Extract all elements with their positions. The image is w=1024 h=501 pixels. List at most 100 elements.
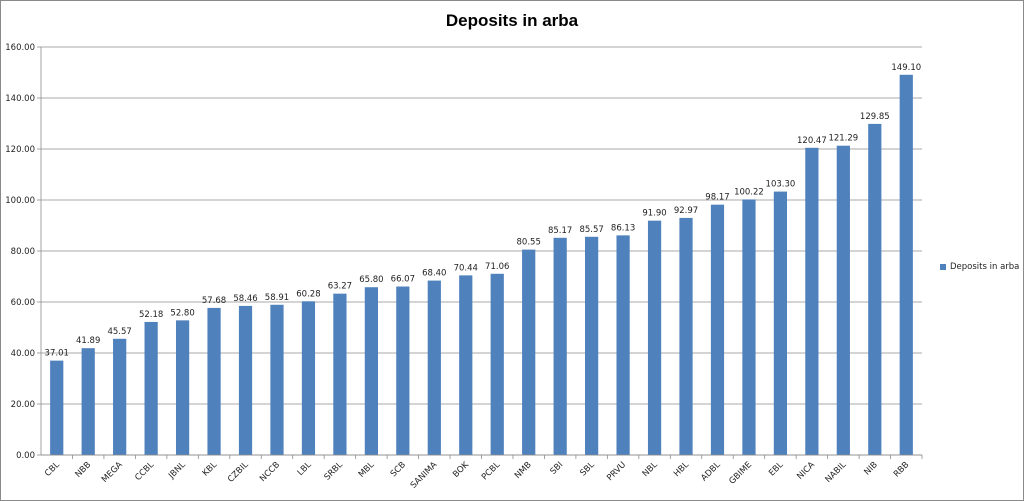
x-tick-label: KBL — [201, 460, 220, 479]
x-tick-label: LBL — [296, 460, 314, 478]
data-label: 65.80 — [359, 275, 383, 285]
bars — [50, 74, 913, 456]
bar — [773, 191, 788, 455]
data-label: 37.01 — [45, 349, 69, 359]
data-label: 58.46 — [233, 294, 257, 304]
chart-title: Deposits in arba — [445, 11, 579, 30]
bar — [270, 304, 284, 455]
bar — [144, 321, 158, 455]
data-label: 45.57 — [107, 327, 131, 337]
legend-swatch — [940, 264, 946, 270]
bar — [238, 305, 253, 455]
x-tick-label: PRVU — [605, 460, 628, 483]
x-tick-label: BOK — [451, 460, 471, 480]
x-tick-label: RBB — [892, 460, 912, 480]
bar — [679, 217, 693, 455]
x-tick-label: SCB — [389, 460, 408, 479]
data-label: 120.47 — [797, 136, 827, 146]
x-tick-label: ADBL — [699, 460, 722, 483]
data-label: 80.55 — [517, 238, 541, 248]
data-label: 149.10 — [891, 63, 921, 73]
x-tick-label: HBL — [672, 460, 691, 479]
bar — [899, 74, 913, 456]
x-tick-label: MBL — [357, 460, 377, 480]
bar — [113, 338, 127, 455]
x-tick-label: CBL — [43, 460, 62, 479]
bar — [50, 360, 64, 455]
bar — [585, 236, 599, 455]
data-label: 70.44 — [454, 263, 478, 273]
x-tick-label: NMB — [513, 460, 534, 481]
x-tick-label: NIB — [862, 460, 880, 478]
data-label: 60.28 — [296, 289, 320, 299]
data-label: 66.07 — [391, 275, 415, 285]
x-tick-label: SANIMA — [409, 460, 440, 491]
x-tick-label: GBIME — [727, 460, 754, 487]
bar — [81, 348, 95, 455]
bar — [301, 301, 316, 455]
legend-label: Deposits in arba — [950, 262, 1020, 272]
y-axis-ticks: 0.00 20.00 40.00 60.00 80.00 100.00 120.00 140.… — [5, 43, 41, 461]
bar — [333, 293, 347, 455]
x-tick-label: NABIL — [824, 460, 849, 485]
x-tick-label: JBNL — [166, 460, 188, 482]
bar — [427, 280, 441, 455]
data-label: 85.57 — [579, 225, 603, 235]
data-label: 98.17 — [705, 193, 729, 203]
x-tick-label: NBL — [641, 460, 660, 479]
x-tick-label: EBL — [767, 460, 786, 479]
data-label: 52.80 — [170, 308, 194, 318]
x-tick-label: SRBL — [322, 460, 345, 483]
data-label: 91.90 — [642, 209, 666, 219]
bar — [616, 235, 630, 455]
data-label: 58.91 — [265, 293, 289, 303]
bar — [175, 320, 190, 455]
bar — [207, 307, 221, 455]
bar — [836, 145, 850, 455]
x-tick-label: CZBIL — [226, 460, 251, 485]
data-label: 63.27 — [328, 282, 352, 292]
data-label: 71.06 — [485, 262, 509, 272]
data-label: 92.97 — [674, 206, 698, 216]
x-axis-ticks: CBL NBB MEGA CCBL JBNL KBL CZBIL NCCB LBL SRBL MBL… — [43, 455, 923, 491]
x-tick-label: NBB — [73, 460, 93, 480]
y-tick-label: 20.00 — [11, 400, 35, 410]
bar — [805, 147, 819, 455]
bar — [742, 199, 756, 455]
data-label: 57.68 — [202, 296, 226, 306]
bar — [364, 287, 378, 455]
y-tick-label: 100.00 — [5, 196, 35, 206]
bar — [647, 220, 662, 455]
data-labels: 37.01 41.89 45.57 52.18 52.80 57.68 58.46 58.91… — [45, 63, 922, 359]
y-tick-label: 140.00 — [5, 94, 35, 104]
x-tick-label: CCBL — [133, 460, 156, 483]
y-tick-label: 160.00 — [5, 43, 35, 53]
y-tick-label: 120.00 — [5, 145, 35, 155]
data-label: 41.89 — [76, 336, 100, 346]
bar — [710, 204, 725, 455]
x-tick-label: PCBL — [480, 460, 503, 483]
y-tick-label: 80.00 — [11, 247, 35, 257]
data-label: 86.13 — [611, 223, 635, 233]
bar — [868, 123, 882, 455]
legend: Deposits in arba — [940, 262, 1019, 272]
x-tick-label: MEGA — [100, 460, 125, 485]
bar — [490, 273, 504, 455]
data-label: 129.85 — [860, 112, 890, 122]
y-tick-label: 60.00 — [11, 298, 35, 308]
x-tick-label: NICA — [795, 460, 817, 482]
x-tick-label: SBI — [548, 460, 565, 477]
data-label: 85.17 — [548, 226, 572, 236]
gridlines — [41, 46, 922, 456]
x-tick-label: SBL — [578, 460, 597, 479]
data-label: 68.40 — [422, 269, 446, 279]
bar — [396, 286, 410, 455]
bar — [522, 249, 536, 455]
data-label: 103.30 — [766, 180, 796, 190]
bar — [459, 275, 473, 455]
data-label: 52.18 — [139, 310, 163, 320]
y-tick-label: 40.00 — [11, 349, 35, 359]
y-tick-label: 0.00 — [16, 451, 35, 461]
